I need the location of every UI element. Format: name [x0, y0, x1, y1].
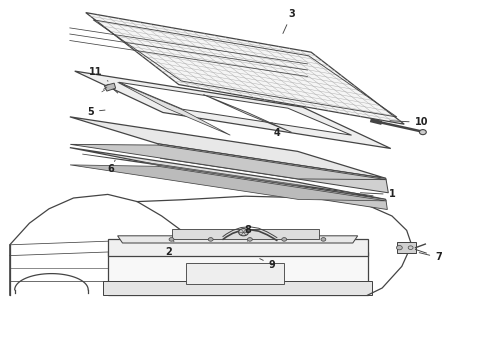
Polygon shape	[103, 281, 372, 295]
Circle shape	[321, 238, 326, 241]
Circle shape	[408, 246, 413, 249]
Text: 1: 1	[361, 189, 395, 199]
Polygon shape	[108, 252, 368, 295]
Polygon shape	[203, 94, 292, 132]
Circle shape	[208, 238, 213, 241]
Polygon shape	[70, 165, 387, 201]
Polygon shape	[74, 71, 391, 149]
Text: 2: 2	[166, 241, 174, 257]
Polygon shape	[104, 83, 116, 91]
Text: 10: 10	[390, 117, 428, 127]
Polygon shape	[71, 144, 386, 180]
Polygon shape	[186, 263, 284, 284]
Polygon shape	[108, 239, 368, 256]
Text: 6: 6	[107, 160, 115, 174]
Polygon shape	[172, 229, 318, 239]
Text: 3: 3	[283, 9, 295, 33]
Polygon shape	[397, 242, 416, 253]
Text: 9: 9	[260, 258, 275, 270]
Circle shape	[247, 238, 252, 241]
Polygon shape	[158, 165, 387, 210]
Polygon shape	[70, 117, 386, 179]
Polygon shape	[86, 13, 404, 124]
Text: 11: 11	[89, 67, 108, 81]
Circle shape	[419, 130, 426, 135]
Polygon shape	[119, 82, 352, 135]
Polygon shape	[118, 236, 358, 243]
Polygon shape	[118, 82, 230, 135]
Circle shape	[396, 246, 402, 250]
Circle shape	[169, 238, 174, 241]
Circle shape	[239, 229, 248, 236]
Polygon shape	[82, 154, 373, 196]
Circle shape	[282, 238, 287, 241]
Text: 8: 8	[244, 225, 251, 241]
Text: 5: 5	[87, 107, 105, 117]
Polygon shape	[158, 144, 388, 193]
Text: 4: 4	[272, 122, 280, 138]
Text: 7: 7	[419, 252, 442, 262]
Polygon shape	[70, 148, 386, 199]
